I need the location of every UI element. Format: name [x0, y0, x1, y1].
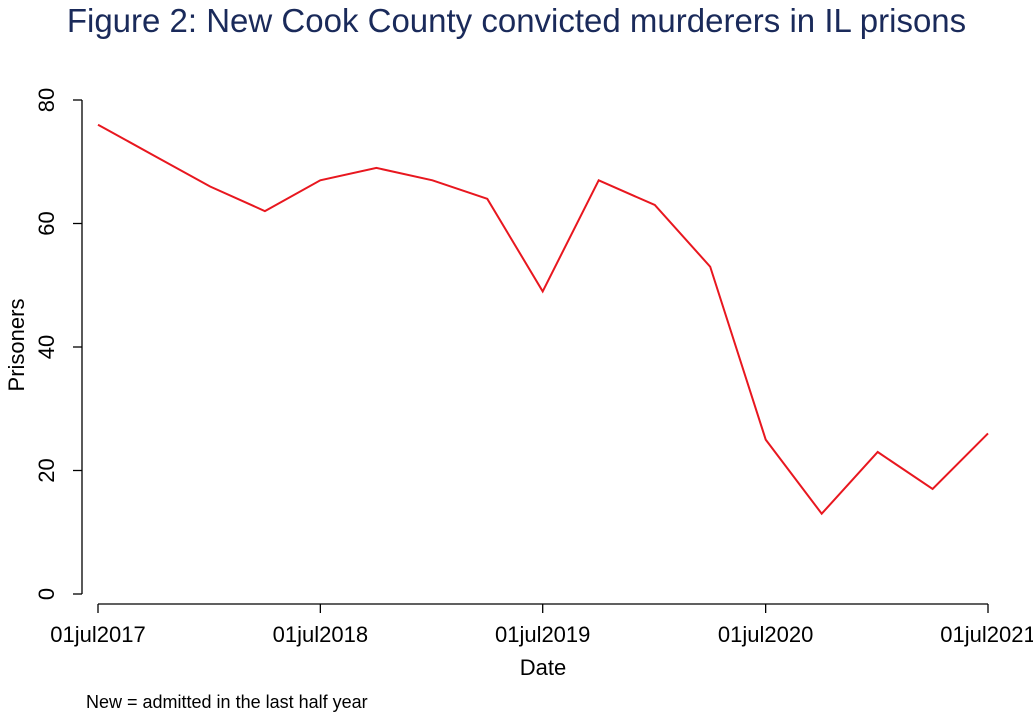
y-axis-label: Prisoners [4, 299, 29, 392]
x-axis-label: Date [520, 655, 566, 680]
series-line [97, 123, 989, 516]
series-layer [97, 123, 989, 516]
y-tick-label: 80 [34, 88, 59, 112]
chart-note: New = admitted in the last half year [86, 692, 368, 712]
y-tick-label: 0 [34, 588, 59, 600]
x-tick-label: 01jul2019 [495, 622, 590, 647]
y-tick-label: 40 [34, 335, 59, 359]
x-tick-label: 01jul2018 [273, 622, 368, 647]
y-axis: 0 20 40 60 80 [34, 88, 83, 600]
x-axis: 01jul2017 01jul2018 01jul2019 01jul2020 01ju… [50, 603, 1033, 647]
y-tick-label: 60 [34, 211, 59, 235]
x-tick-label: 01jul2017 [50, 622, 145, 647]
x-tick-label: 01jul2020 [718, 622, 813, 647]
chart-title: Figure 2: New Cook County convicted murd… [66, 2, 967, 39]
x-tick-label: 01jul2021 [940, 622, 1033, 647]
y-tick-label: 20 [34, 458, 59, 482]
